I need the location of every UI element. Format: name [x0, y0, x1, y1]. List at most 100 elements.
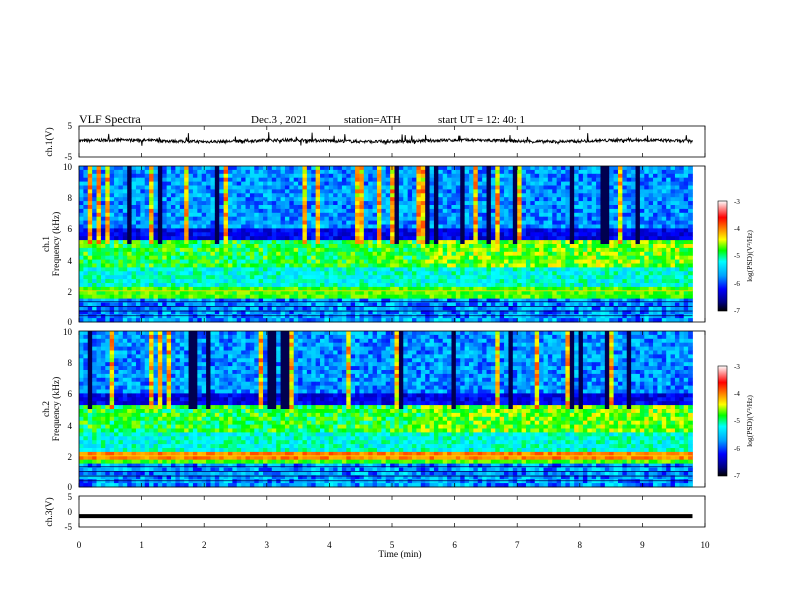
spectrogram-cell	[420, 212, 426, 218]
spectrogram-cell	[289, 189, 295, 194]
spectrogram-cell	[416, 197, 422, 202]
spectrogram-cell	[280, 197, 286, 202]
spectrogram-cell	[674, 236, 680, 241]
spectrogram-cell	[267, 173, 273, 179]
spectrogram-cell	[223, 286, 229, 292]
spectrogram-cell	[622, 208, 628, 214]
spectrogram-cell	[420, 251, 426, 257]
spectrogram-cell	[83, 302, 89, 307]
spectrogram-cell	[201, 267, 207, 272]
spectrogram-cell	[210, 240, 216, 245]
spectrogram-cell	[609, 173, 614, 179]
spectrogram-cell	[556, 298, 562, 303]
spectrogram-cell	[333, 224, 338, 229]
spectrogram-cell	[289, 169, 295, 175]
spectrogram-cell	[114, 236, 119, 241]
spectrogram-cell	[648, 244, 654, 249]
spectrogram-cell	[469, 240, 474, 245]
spectrogram-cell	[83, 224, 89, 229]
spectrogram-cell	[622, 185, 628, 190]
spectrogram-cell	[197, 169, 203, 175]
spectrogram-cell	[337, 220, 343, 225]
spectrogram-cell	[644, 185, 650, 190]
spectrogram-cell	[337, 279, 343, 284]
spectrogram-cell	[565, 193, 571, 198]
spectrogram-cell	[683, 244, 689, 249]
spectrogram-cell	[683, 181, 689, 186]
spectrogram-cell	[455, 220, 461, 225]
spectrogram-cell	[87, 216, 93, 221]
spectrogram-cell	[631, 236, 636, 241]
spectrogram-cell	[547, 181, 553, 186]
spectrogram-cell	[175, 286, 181, 292]
spectrogram-cell	[534, 286, 540, 292]
spectrogram-cell	[469, 275, 474, 280]
spectrogram-cell	[149, 189, 154, 194]
spectrogram-cell	[192, 267, 198, 272]
spectrogram-cell	[420, 197, 426, 202]
spectrogram-cell	[512, 173, 518, 179]
spectrogram-cell	[289, 208, 295, 214]
spectrogram-cell	[429, 279, 435, 284]
spectrogram-cell	[569, 255, 575, 260]
spectrogram-cell	[328, 173, 334, 179]
spectrogram-cell	[368, 275, 373, 280]
spectrogram-cell	[486, 263, 492, 268]
spectrogram-cell	[547, 290, 553, 296]
spectrogram-cell	[420, 232, 426, 237]
spectrogram-cell	[521, 298, 527, 303]
spectrogram-cell	[504, 279, 509, 284]
spectrogram-cell	[547, 259, 553, 264]
spectrogram-cell	[144, 244, 150, 249]
spectrogram-cell	[600, 279, 606, 284]
spectrogram-cell	[162, 244, 168, 249]
spectrogram-cell	[267, 228, 273, 233]
spectrogram-cell	[166, 166, 172, 171]
spectrogram-cell	[320, 236, 325, 241]
spectrogram-cell	[587, 279, 593, 284]
spectrogram-cell	[398, 224, 404, 229]
spectrogram-cell	[284, 255, 290, 260]
spectrogram-cell	[512, 255, 518, 260]
spectrogram-cell	[495, 286, 501, 292]
spectrogram-cell	[105, 263, 111, 268]
spectrogram-cell	[609, 224, 614, 229]
spectrogram-cell	[140, 201, 146, 206]
spectrogram-cell	[661, 298, 667, 303]
spectrogram-cell	[96, 197, 102, 202]
spectrogram-cell	[83, 197, 89, 202]
spectrogram-cell	[249, 275, 255, 280]
spectrogram-cell	[525, 247, 531, 253]
spectrogram-cell	[298, 181, 303, 186]
spectrogram-cell	[657, 286, 663, 292]
spectrogram-cell	[328, 259, 334, 264]
spectrogram-cell	[328, 240, 334, 245]
spectrogram-cell	[639, 173, 645, 179]
spectrogram-cell	[153, 267, 159, 272]
spectrogram-cell	[477, 255, 483, 260]
spectrogram-cell	[302, 224, 308, 229]
spectrogram-cell	[504, 267, 509, 272]
spectrogram-cell	[232, 185, 238, 190]
spectrogram-cell	[306, 205, 312, 210]
spectrogram-cell	[96, 232, 102, 237]
spectrogram-cell	[455, 294, 461, 299]
spectrogram-cell	[591, 177, 597, 182]
spectrogram-cell	[486, 185, 492, 190]
spectrogram-cell	[87, 263, 93, 268]
spectrogram-cell	[477, 212, 483, 218]
spectrogram-cell	[149, 232, 154, 237]
spectrogram-cell	[499, 185, 505, 190]
spectrogram-cell	[302, 286, 308, 292]
spectrogram-cell	[149, 294, 154, 299]
spectrogram-cell	[87, 259, 93, 264]
spectrogram-cell	[320, 286, 325, 292]
spectrogram-cell	[376, 267, 382, 272]
spectrogram-cell	[661, 220, 667, 225]
spectrogram-cell	[118, 259, 124, 264]
spectrogram-cell	[184, 298, 189, 303]
spectrogram-cell	[504, 290, 509, 296]
spectrogram-cell	[355, 244, 360, 249]
spectrogram-cell	[227, 247, 233, 253]
spectrogram-cell	[565, 197, 571, 202]
